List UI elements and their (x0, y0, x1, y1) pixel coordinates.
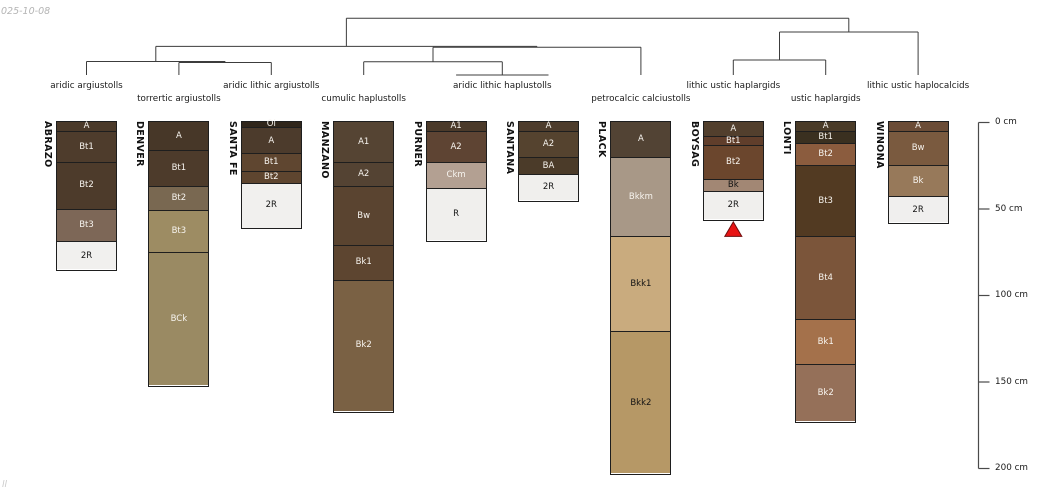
horizon-santa-fe-bt1: Bt1 (241, 153, 301, 171)
soil-column-abrazo: A Bt1 Bt2 Bt3 2R (56, 121, 117, 271)
group-label-cumulic-haplustolls: cumulic haplustolls (321, 94, 406, 104)
depth-tick-label-0: 0 cm (995, 117, 1017, 127)
soil-column-winona: A Bw Bk 2R (887, 121, 949, 225)
depth-tick-label-100: 100 cm (995, 290, 1028, 300)
soil-column-manzano: A1 A2 Bw Bk1 Bk2 (333, 121, 395, 413)
horizon-denver-bt2: Bt2 (149, 186, 209, 211)
horizon-abrazo-a: A (57, 122, 116, 131)
horizon-santa-fe-2r: 2R (241, 182, 301, 228)
group-label-petrocalcic-calciustolls: petrocalcic calciustolls (591, 94, 691, 104)
horizon-plack-bkkm: Bkkm (611, 156, 671, 237)
soil-column-denver: A Bt1 Bt2 Bt3 BCk (148, 121, 210, 387)
group-label-torrertic-argiustolls: torrertic argiustolls (137, 94, 221, 104)
horizon-winona-a: A (888, 122, 948, 131)
horizon-lonti-a: A (796, 122, 856, 131)
column-name-santana: SANTANA (504, 121, 515, 175)
horizon-santana-a: A (519, 122, 578, 131)
horizon-abrazo-bt2: Bt2 (57, 161, 116, 209)
horizon-lonti-bk1: Bk1 (796, 319, 856, 365)
horizon-manzano-bk2: Bk2 (334, 279, 394, 411)
horizon-manzano-bk1: Bk1 (334, 244, 394, 280)
horizon-purner-r: R (426, 187, 486, 240)
depth-tick-label-150: 150 cm (995, 376, 1028, 387)
horizon-boysag-bt1: Bt1 (703, 135, 763, 145)
horizon-winona-2r: 2R (888, 196, 948, 223)
horizon-santa-fe-oi: Oi (241, 120, 301, 129)
horizon-boysag-bk: Bk (703, 179, 763, 192)
group-label-ustic-haplargids: ustic haplargids (790, 94, 861, 104)
horizon-denver-bck: BCk (149, 251, 209, 386)
horizon-lonti-bk2: Bk2 (796, 364, 856, 422)
horizon-denver-bt3: Bt3 (149, 210, 209, 252)
horizon-lonti-bt2: Bt2 (796, 142, 856, 166)
horizon-santana-ba: BA (519, 156, 578, 174)
watermark-label: ll (2, 480, 8, 490)
horizon-lonti-bt3: Bt3 (796, 165, 856, 237)
soil-column-lonti: A Bt1 Bt2 Bt3 Bt4 Bk1 Bk2 (795, 121, 857, 424)
horizon-plack-a: A (611, 122, 671, 157)
horizon-plack-bkk2: Bkk2 (611, 331, 671, 474)
group-label-lithic-ustic-haplocalcids: lithic ustic haplocalcids (867, 81, 970, 91)
soil-column-plack: A Bkkm Bkk1 Bkk2 (610, 121, 672, 476)
horizon-abrazo-2r: 2R (57, 241, 116, 270)
horizon-santana-a2: A2 (519, 130, 578, 157)
horizon-manzano-a2: A2 (334, 161, 394, 187)
column-name-santa-fe: SANTA FE (226, 121, 238, 176)
horizon-purner-ckm: Ckm (426, 161, 486, 188)
horizon-denver-bt1: Bt1 (149, 149, 209, 187)
horizon-santa-fe-a: A (241, 127, 301, 154)
column-name-denver: DENVER (134, 121, 146, 167)
soil-column-santana: A A2 BA 2R (518, 121, 579, 202)
horizon-boysag-bt2: Bt2 (703, 144, 763, 180)
horizon-denver-a: A (149, 122, 209, 150)
column-name-lonti: LONTI (781, 121, 793, 155)
horizon-lonti-bt4: Bt4 (796, 236, 856, 320)
depth-tick-label-50: 50 cm (995, 203, 1023, 214)
column-name-purner: PURNER (411, 121, 423, 168)
marker-triangle (723, 220, 743, 237)
horizon-manzano-a1: A1 (334, 122, 394, 162)
column-name-manzano: MANZANO (319, 121, 331, 179)
group-label-aridic-lithic-argiustolls: aridic lithic argiustolls (223, 81, 320, 91)
group-label-aridic-argiustolls: aridic argiustolls (50, 81, 123, 91)
soil-column-purner: A1 A2 Ckm R (425, 121, 487, 242)
horizon-santa-fe-bt2: Bt2 (241, 170, 301, 183)
depth-tick-label-200: 200 cm (995, 463, 1028, 473)
soil-column-santa-fe: Oi A Bt1 Bt2 2R (240, 120, 302, 230)
horizon-purner-a2: A2 (426, 130, 486, 162)
column-name-boysag: BOYSAG (688, 121, 700, 168)
horizon-plack-bkk1: Bkk1 (611, 236, 671, 332)
group-label-lithic-ustic-haplargids: lithic ustic haplargids (686, 81, 781, 91)
horizon-manzano-bw: Bw (334, 186, 394, 245)
column-name-abrazo: ABRAZO (42, 121, 53, 168)
horizon-abrazo-bt3: Bt3 (57, 208, 116, 242)
column-name-plack: PLACK (596, 121, 608, 158)
horizon-boysag-a: A (703, 122, 763, 136)
horizon-winona-bw: Bw (888, 130, 948, 166)
horizon-winona-bk: Bk (888, 165, 948, 197)
horizon-boysag-2r: 2R (703, 191, 763, 219)
horizon-purner-a1: A1 (426, 122, 486, 131)
horizon-santana-2r: 2R (519, 173, 578, 200)
horizon-abrazo-bt1: Bt1 (57, 130, 116, 162)
soil-column-boysag: A Bt1 Bt2 Bk 2R (702, 121, 764, 221)
group-label-aridic-lithic-haplustolls: aridic lithic haplustolls (453, 81, 552, 91)
horizon-lonti-bt1: Bt1 (796, 130, 856, 143)
column-name-winona: WINONA (873, 121, 885, 169)
timestamp-label: 025-10-08 (1, 6, 51, 17)
